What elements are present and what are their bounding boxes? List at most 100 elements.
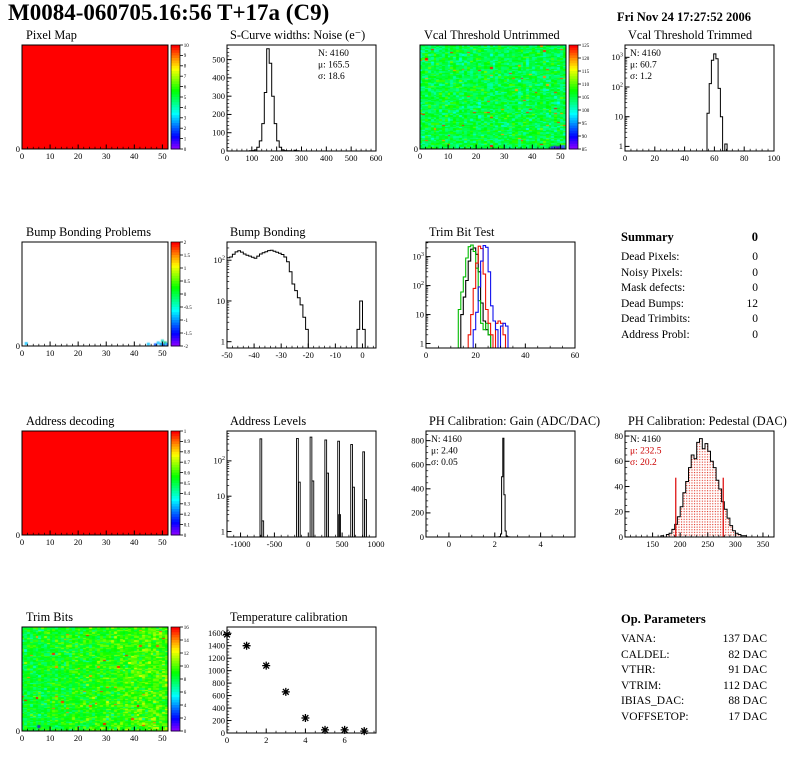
svg-text:60: 60 xyxy=(710,153,719,163)
op-parameter-value: 91 DAC xyxy=(728,664,767,676)
svg-text:10: 10 xyxy=(46,537,55,547)
svg-text:102: 102 xyxy=(612,82,624,92)
svg-text:1: 1 xyxy=(221,336,225,346)
svg-text:500: 500 xyxy=(336,539,349,549)
svg-text:1000: 1000 xyxy=(368,539,385,549)
svg-text:N: 4160: N: 4160 xyxy=(431,435,462,445)
summary-row: Dead Pixels: 0 xyxy=(621,250,758,266)
svg-text:μ: 165.5: μ: 165.5 xyxy=(318,61,350,71)
op-parameter-row: VOFFSETOP: 17 DAC xyxy=(621,710,767,726)
panel-trim-bit-test: Trim Bit Test 0 20 40 60 1 10 102 103 xyxy=(398,225,597,387)
svg-text:10: 10 xyxy=(444,151,453,161)
svg-text:30: 30 xyxy=(500,151,509,161)
svg-text:500: 500 xyxy=(212,54,225,64)
plot-svg: 0 20 40 60 80 100 1 10 102 103 N: 4160 μ: 60.7σ: 1.… xyxy=(612,44,780,163)
svg-text:10: 10 xyxy=(184,665,190,670)
summary-row-value: 0 xyxy=(752,313,758,325)
svg-text:40: 40 xyxy=(521,350,530,360)
svg-text:4: 4 xyxy=(538,539,543,549)
svg-text:0: 0 xyxy=(16,341,20,351)
svg-text:30: 30 xyxy=(102,733,111,743)
svg-text:16: 16 xyxy=(184,626,190,631)
plot-svg: 0102030405001020304050607080125120115110… xyxy=(414,44,590,161)
summary-row: Dead Trimbits: 0 xyxy=(621,312,758,328)
op-parameters-title: Op. Parameters xyxy=(621,612,706,626)
svg-text:200: 200 xyxy=(212,715,225,725)
svg-text:40: 40 xyxy=(680,153,689,163)
panel-title: Bump Bonding Problems xyxy=(26,225,152,239)
svg-text:σ: 18.6: σ: 18.6 xyxy=(318,72,345,82)
svg-text:30: 30 xyxy=(102,348,111,358)
panel-bump-bonding-problems: Bump Bonding Problems 010203040500102030… xyxy=(0,225,199,387)
panel-title: Address Levels xyxy=(230,414,307,428)
svg-text:20: 20 xyxy=(615,507,624,517)
svg-text:0: 0 xyxy=(16,530,20,540)
summary-row: Dead Bumps: 12 xyxy=(621,297,758,313)
panel-bump-bonding: Bump Bonding -50 -40 -30 -20 -10 0 1 10 102 xyxy=(199,225,398,387)
svg-text:0: 0 xyxy=(16,726,20,736)
panel-title: S-Curve widths: Noise (e⁻) xyxy=(230,28,366,42)
panel-pixel-map: Pixel Map 010203040500102030405060708010… xyxy=(0,28,199,190)
svg-text:300: 300 xyxy=(212,91,225,101)
svg-text:0.1: 0.1 xyxy=(184,523,191,528)
svg-text:-50: -50 xyxy=(221,350,232,360)
svg-text:-2: -2 xyxy=(184,345,189,350)
plot-svg: -50 -40 -30 -20 -10 0 1 10 102 xyxy=(214,241,377,360)
svg-text:0.5: 0.5 xyxy=(184,280,191,285)
panel-title: Bump Bonding xyxy=(230,225,306,239)
svg-text:1400: 1400 xyxy=(208,641,225,651)
svg-text:400: 400 xyxy=(212,703,225,713)
svg-text:85: 85 xyxy=(582,148,588,153)
svg-text:102: 102 xyxy=(413,280,425,290)
svg-text:100: 100 xyxy=(212,128,225,138)
panel-ph-pedestal: PH Calibration: Pedestal (DAC) 150 200 250… xyxy=(597,414,796,576)
svg-text:5: 5 xyxy=(184,96,187,101)
page-title: M0084-060705.16:56 T+17a (C9) xyxy=(8,0,330,25)
svg-text:105: 105 xyxy=(582,96,590,101)
svg-text:0: 0 xyxy=(414,144,418,154)
svg-text:250: 250 xyxy=(701,539,714,549)
svg-text:200: 200 xyxy=(411,508,424,518)
svg-text:-1: -1 xyxy=(184,319,189,324)
op-parameters-header: Op. Parameters xyxy=(621,612,767,627)
svg-text:0: 0 xyxy=(221,146,225,156)
op-parameter-label: VOFFSETOP: xyxy=(621,710,689,723)
svg-text:μ: 232.5: μ: 232.5 xyxy=(630,447,662,457)
svg-text:90: 90 xyxy=(582,135,588,140)
svg-text:50: 50 xyxy=(556,151,565,161)
trim-bits-plot: 0102030405001020304050607080161412108642… xyxy=(0,623,199,759)
svg-text:σ: 0.05: σ: 0.05 xyxy=(431,458,458,468)
svg-text:0: 0 xyxy=(20,537,24,547)
svg-text:200: 200 xyxy=(270,153,283,163)
svg-text:N: 4160: N: 4160 xyxy=(630,435,661,445)
summary-panel: Summary 0 Dead Pixels: 0 Noisy Pixels: 0… xyxy=(621,230,758,343)
svg-text:100: 100 xyxy=(582,109,590,114)
panel-temperature-calibration: Temperature calibration 0 2 4 6 0 200 400 600 80… xyxy=(199,610,398,772)
summary-row-label: Noisy Pixels: xyxy=(621,266,683,279)
svg-text:10: 10 xyxy=(217,491,226,501)
svg-text:0.5: 0.5 xyxy=(184,482,191,487)
svg-text:120: 120 xyxy=(582,57,590,62)
svg-text:103: 103 xyxy=(612,52,624,62)
panel-title: Trim Bits xyxy=(26,610,74,624)
svg-text:600: 600 xyxy=(212,690,225,700)
panel-vcal-untrimmed: Vcal Threshold Untrimmed 010203040500102… xyxy=(398,28,597,190)
svg-text:95: 95 xyxy=(582,122,588,127)
svg-text:350: 350 xyxy=(757,539,770,549)
svg-text:0: 0 xyxy=(360,350,364,360)
summary-header: Summary 0 xyxy=(621,230,758,245)
svg-text:0: 0 xyxy=(623,153,627,163)
svg-text:300: 300 xyxy=(295,153,308,163)
svg-text:110: 110 xyxy=(582,83,590,88)
svg-text:0: 0 xyxy=(20,151,24,161)
svg-text:60: 60 xyxy=(571,350,580,360)
svg-text:60: 60 xyxy=(615,456,624,466)
svg-text:2: 2 xyxy=(184,717,187,722)
svg-text:0.2: 0.2 xyxy=(184,513,191,518)
svg-text:0: 0 xyxy=(420,532,424,542)
svg-text:6: 6 xyxy=(184,85,187,90)
svg-text:σ: 1.2: σ: 1.2 xyxy=(630,72,652,82)
heatmap-canvas xyxy=(420,45,566,149)
op-parameters-rows: VANA: 137 DAC CALDEL: 82 DAC VTHR: 91 DA… xyxy=(621,632,767,725)
timestamp: Fri Nov 24 17:27:52 2006 xyxy=(617,10,752,24)
